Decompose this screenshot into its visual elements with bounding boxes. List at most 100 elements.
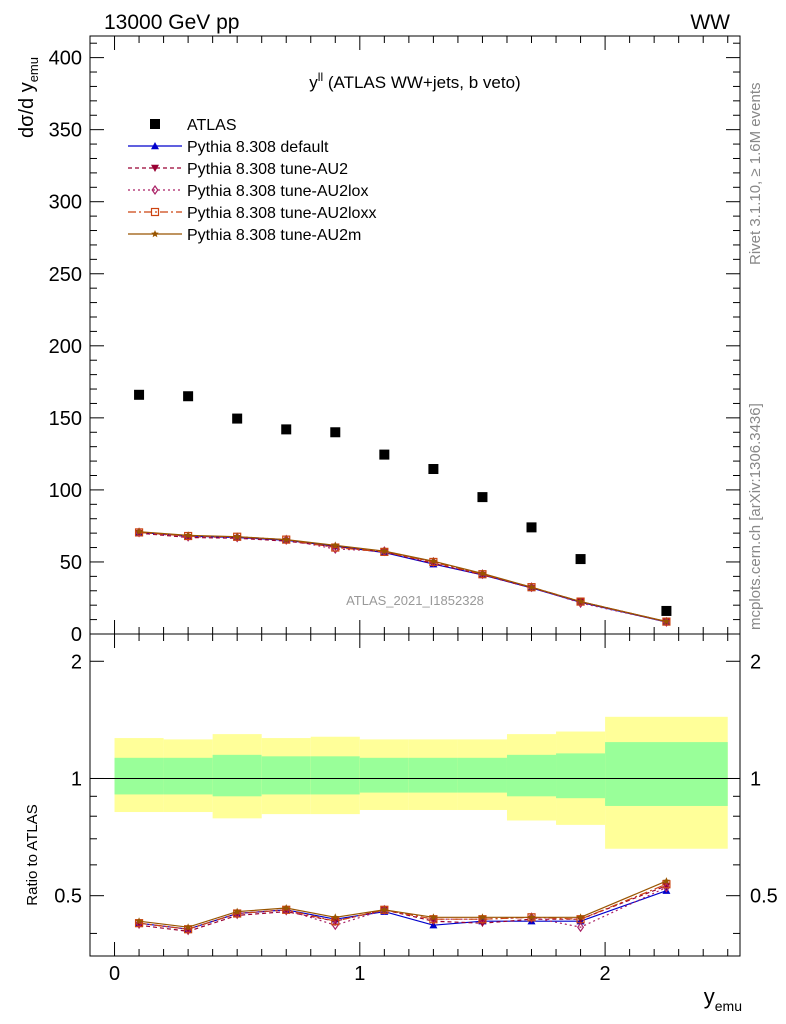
x-axis-label: yemu xyxy=(704,984,742,1014)
ratio-point-2 xyxy=(331,920,339,931)
legend-marker xyxy=(151,184,159,196)
data-point xyxy=(428,464,439,475)
legend-label: Pythia 8.308 tune-AU2lox xyxy=(187,183,368,200)
ratio-y-label: Ratio to ATLAS xyxy=(24,804,41,905)
ratio-y-tick-label: 0.5 xyxy=(54,886,82,908)
legend-marker xyxy=(151,142,159,150)
data-point xyxy=(661,605,672,616)
ratio-point-4 xyxy=(576,913,585,921)
ratio-point-2 xyxy=(577,922,585,933)
mc-point-4 xyxy=(184,531,192,539)
ratio-line-3 xyxy=(139,883,667,930)
ratio-frame xyxy=(89,633,741,957)
legend-label: Pythia 8.308 tune-AU2 xyxy=(187,161,348,178)
ratio-point-4 xyxy=(331,913,340,921)
data-point xyxy=(134,389,145,400)
plot-title: yll (ATLAS WW+jets, b veto) xyxy=(309,70,520,92)
legend-label: ATLAS xyxy=(187,117,237,134)
ratio-band-inner xyxy=(408,757,458,793)
ratio-band-inner xyxy=(359,757,409,793)
data-point xyxy=(183,391,194,402)
mc-line-3 xyxy=(139,531,667,623)
main-y-tick-label: 200 xyxy=(49,336,82,358)
main-data-layer xyxy=(134,389,672,627)
main-y-tick-label: 100 xyxy=(49,480,82,502)
legend-marker xyxy=(150,207,160,217)
ratio-line-2 xyxy=(139,886,667,930)
ratio-point-4 xyxy=(135,917,143,925)
x-tick-label: 0 xyxy=(109,963,120,985)
main-y-ticks: 0 50 100 150 200 250 300 350 400 xyxy=(49,42,740,646)
x-axis-ticks: 0 1 2 xyxy=(89,36,729,985)
mc-point-4 xyxy=(380,547,389,555)
legend: ATLAS Pythia 8.308 default Pythia 8.308 tu… xyxy=(128,117,376,244)
mc-point-4 xyxy=(429,557,438,565)
ratio-y-tick-label-right: 1 xyxy=(750,768,761,790)
ratio-point-4 xyxy=(429,913,438,921)
mc-line-0 xyxy=(139,531,667,623)
legend-marker xyxy=(151,230,159,238)
main-y-tick-label: 150 xyxy=(49,408,82,430)
ratio-band-inner xyxy=(163,757,213,795)
main-y-label: dσ/d yemu xyxy=(16,57,41,138)
data-point xyxy=(379,449,390,460)
analysis-watermark: ATLAS_2021_I1852328 xyxy=(346,593,484,608)
mc-point-4 xyxy=(576,597,585,605)
mc-point-4 xyxy=(233,532,241,540)
main-panel: yll (ATLAS WW+jets, b veto) ATLAS_2021_I… xyxy=(16,35,741,646)
ratio-y-tick-label: 2 xyxy=(71,651,82,673)
header-right: WW xyxy=(690,11,730,34)
data-point xyxy=(232,413,243,424)
ratio-line-0 xyxy=(139,890,667,930)
mc-point-4 xyxy=(527,583,536,591)
ratio-point-4 xyxy=(662,877,671,885)
data-point xyxy=(575,554,586,565)
ratio-point-4 xyxy=(380,905,389,914)
ratio-band-inner xyxy=(556,753,606,799)
ratio-point-1 xyxy=(662,882,671,890)
ratio-point-4 xyxy=(527,913,536,921)
mc-point-4 xyxy=(662,617,671,625)
legend-label: Pythia 8.308 tune-AU2m xyxy=(187,227,361,244)
main-y-tick-label: 250 xyxy=(49,264,82,286)
header-left: 13000 GeV pp xyxy=(104,11,239,34)
main-y-tick-label: 350 xyxy=(49,120,82,142)
ratio-point-2 xyxy=(662,882,670,893)
data-point xyxy=(330,427,341,438)
ratio-band-inner xyxy=(310,756,360,795)
ratio-line-4 xyxy=(139,880,667,928)
mc-point-4 xyxy=(282,535,291,543)
main-y-tick-label: 400 xyxy=(49,48,82,70)
legend-label: Pythia 8.308 default xyxy=(187,139,329,156)
ratio-band-inner xyxy=(605,742,728,806)
x-tick-label: 1 xyxy=(354,963,365,985)
ratio-band-inner xyxy=(212,754,262,797)
mc-line-4 xyxy=(139,531,667,623)
ratio-line-1 xyxy=(139,885,667,932)
data-point xyxy=(526,522,537,533)
main-y-tick-label: 0 xyxy=(71,624,82,646)
ratio-data-layer xyxy=(134,877,671,936)
ratio-uncertainty-bands xyxy=(114,716,728,849)
ratio-band-inner xyxy=(457,757,507,793)
legend-marker-data xyxy=(150,119,160,129)
ratio-point-4 xyxy=(184,923,192,931)
mc-line-2 xyxy=(139,531,667,623)
main-y-tick-label: 300 xyxy=(49,192,82,214)
ratio-point-4 xyxy=(233,907,241,915)
mc-line-1 xyxy=(139,532,667,623)
mcplots-label: mcplots.cern.ch [arXiv:1306.3436] xyxy=(747,403,764,630)
ratio-y-tick-label: 1 xyxy=(71,768,82,790)
ratio-band-inner xyxy=(114,757,164,795)
ratio-panel: 0.5 0.5 1 1 2 2 Ratio to ATLAS xyxy=(24,633,778,957)
rivet-label: Rivet 3.1.10, ≥ 1.6M events xyxy=(747,83,764,266)
data-point xyxy=(477,492,488,503)
ratio-point-4 xyxy=(282,903,291,912)
mc-point-4 xyxy=(135,527,143,535)
legend-label: Pythia 8.308 tune-AU2loxx xyxy=(187,205,376,222)
ratio-point-0 xyxy=(662,886,671,894)
data-point xyxy=(281,424,292,435)
ratio-y-tick-label-right: 0.5 xyxy=(750,886,778,908)
ratio-y-ticks: 0.5 0.5 1 1 2 2 xyxy=(54,651,778,934)
